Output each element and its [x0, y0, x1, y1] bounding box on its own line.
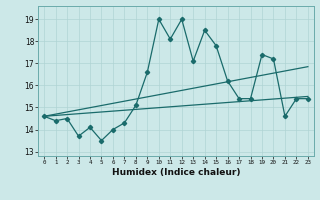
X-axis label: Humidex (Indice chaleur): Humidex (Indice chaleur)	[112, 168, 240, 177]
